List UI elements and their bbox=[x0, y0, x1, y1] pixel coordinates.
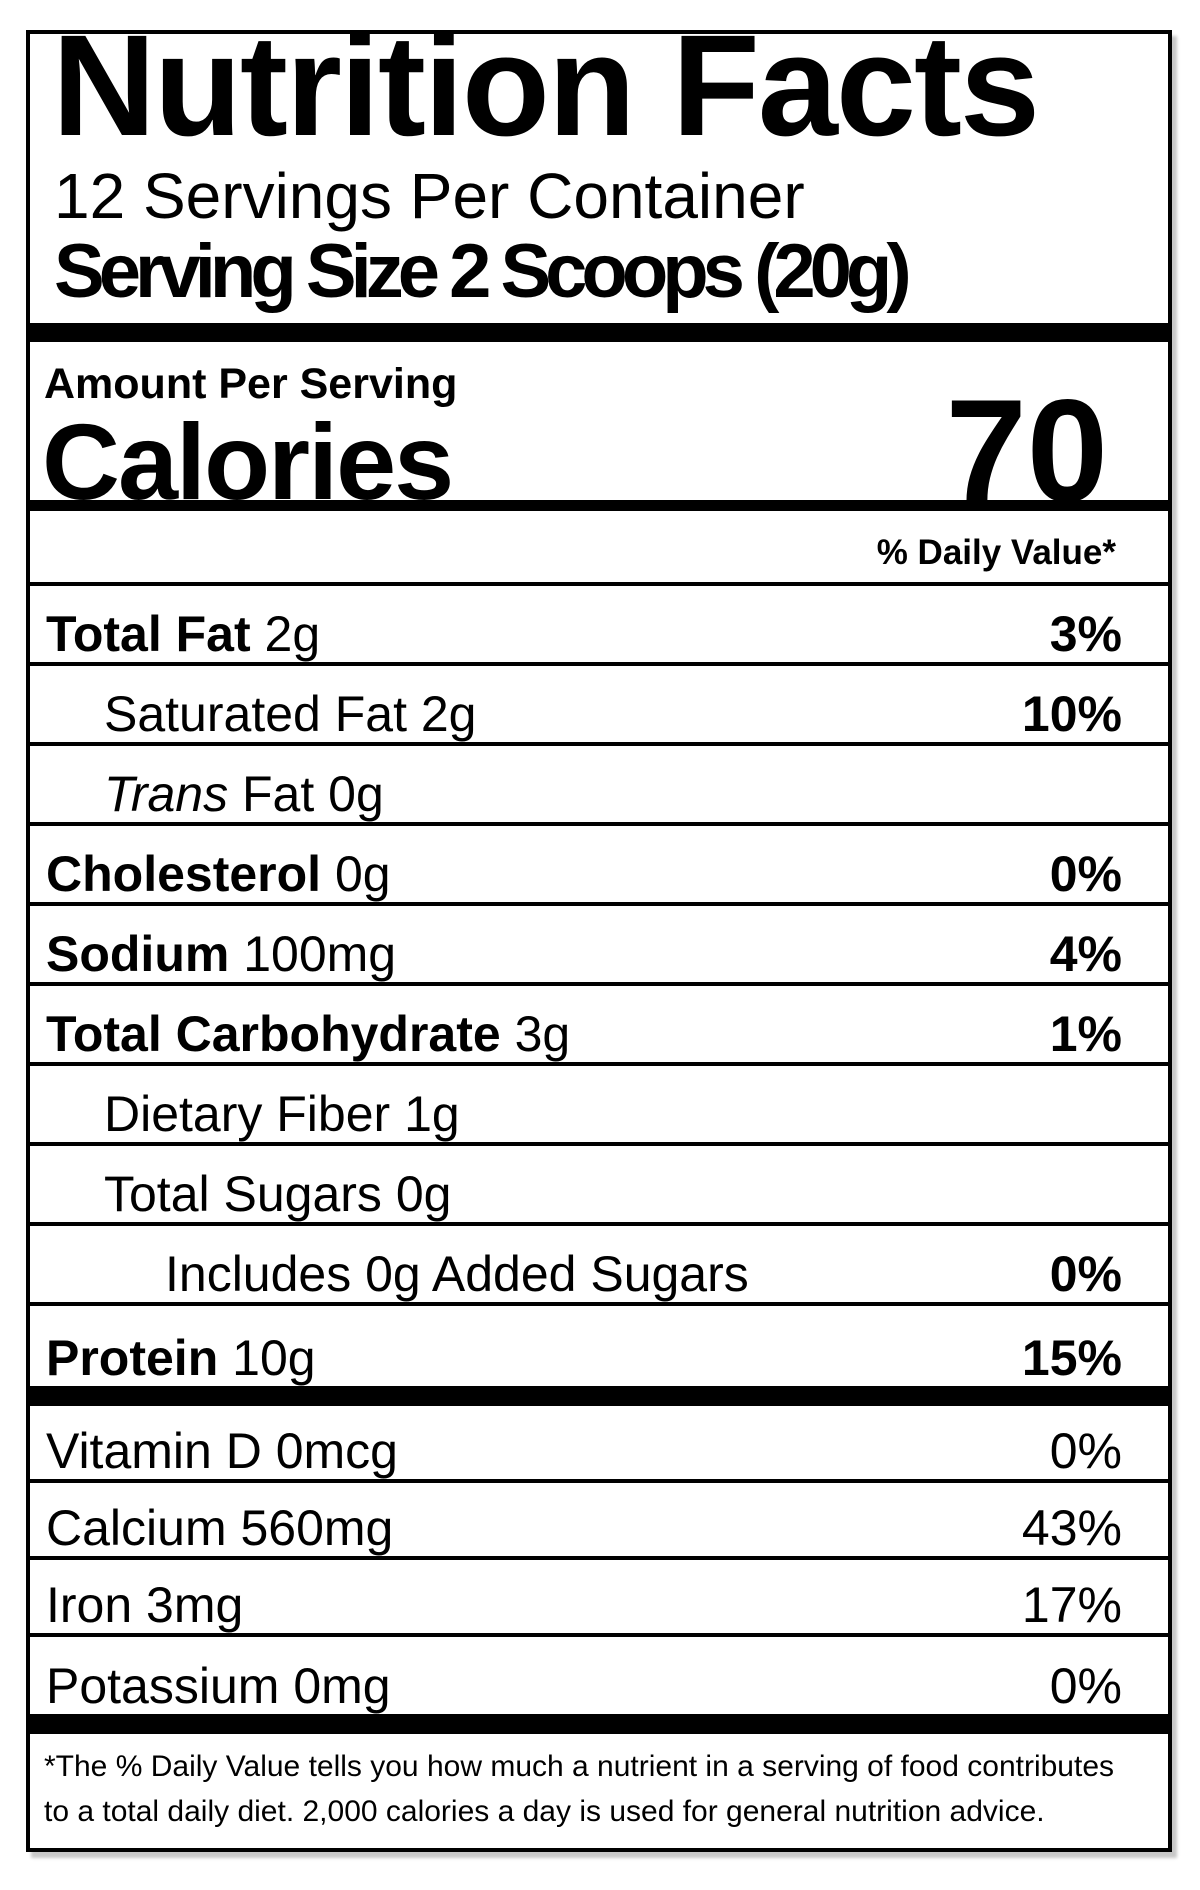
nutrient-name: Includes 0g Added Sugars bbox=[165, 1246, 749, 1302]
footnote-line-1: *The % Daily Value tells you how much a … bbox=[44, 1750, 1115, 1783]
nutrient-text: Protein 10g bbox=[46, 1333, 316, 1383]
serving-size: Serving Size 2 Scoops (20g) bbox=[54, 229, 912, 314]
nutrient-name: Dietary Fiber bbox=[104, 1086, 391, 1142]
nutrient-name: Sodium bbox=[46, 926, 230, 982]
footnote-line-2: to a total daily diet. 2,000 calories a … bbox=[44, 1795, 1045, 1828]
nutrient-text: Sodium 100mg bbox=[46, 929, 396, 979]
nutrient-row: Total Sugars 0g bbox=[30, 1146, 1168, 1226]
calories-value: 70 bbox=[945, 369, 1108, 532]
calories-section: Amount Per Serving Calories 70 bbox=[30, 342, 1168, 524]
daily-value-percent: 0% bbox=[1049, 846, 1122, 902]
servings-per-container: 12 Servings Per Container bbox=[54, 160, 805, 232]
nutrient-name: Total Carbohydrate bbox=[46, 1006, 501, 1062]
nutrient-row: Includes 0g Added Sugars 0% bbox=[30, 1226, 1168, 1306]
nutrient-name: Iron 3mg bbox=[46, 1577, 244, 1633]
nutrient-amount: 10g bbox=[232, 1330, 316, 1386]
nutrient-row: Cholesterol 0g 0% bbox=[30, 826, 1168, 906]
micronutrient-row: Iron 3mg 17% bbox=[30, 1560, 1168, 1637]
amount-per-serving-label: Amount Per Serving bbox=[44, 360, 458, 408]
thick-divider-bar bbox=[30, 323, 1168, 342]
thick-divider-bar bbox=[30, 1714, 1168, 1734]
nutrient-amount: 0g bbox=[334, 846, 391, 902]
daily-value-percent: 4% bbox=[1049, 926, 1122, 982]
nutrient-name: Potassium 0mg bbox=[46, 1658, 391, 1714]
nutrient-name: Trans bbox=[104, 766, 229, 822]
nutrient-row: Saturated Fat 2g 10% bbox=[30, 666, 1168, 746]
daily-value-percent: 1% bbox=[1049, 1006, 1122, 1062]
nutrient-amount: 2g bbox=[420, 686, 477, 742]
nutrient-name: Saturated Fat bbox=[104, 686, 407, 742]
nutrient-text: Vitamin D 0mcg bbox=[46, 1426, 398, 1476]
nutrient-text: Includes 0g Added Sugars bbox=[165, 1249, 749, 1299]
nutrient-amount: Fat 0g bbox=[242, 766, 384, 822]
micronutrient-row: Potassium 0mg 0% bbox=[30, 1637, 1168, 1714]
nutrient-row: Total Carbohydrate 3g 1% bbox=[30, 986, 1168, 1066]
nutrient-amount: 100mg bbox=[243, 926, 397, 982]
daily-value-percent: 43% bbox=[1021, 1500, 1122, 1556]
micronutrient-rows: Vitamin D 0mcg 0% Calcium 560mg 43% Iron 3mg… bbox=[30, 1406, 1168, 1714]
nutrient-amount: 1g bbox=[404, 1086, 460, 1142]
nutrient-text: Total Sugars 0g bbox=[104, 1169, 451, 1219]
nutrient-text: Total Fat 2g bbox=[46, 609, 320, 659]
nutrient-name: Calcium 560mg bbox=[46, 1500, 394, 1556]
thick-divider-bar bbox=[30, 1386, 1168, 1406]
nutrient-name: Cholesterol bbox=[46, 846, 322, 902]
nutrient-row: Sodium 100mg 4% bbox=[30, 906, 1168, 986]
nutrient-text: Total Carbohydrate 3g bbox=[46, 1009, 570, 1059]
nutrient-text: Trans Fat 0g bbox=[104, 769, 384, 819]
calories-label: Calories bbox=[42, 401, 454, 522]
nutrient-name: Protein bbox=[46, 1330, 219, 1386]
daily-value-header: % Daily Value* bbox=[876, 533, 1116, 572]
nutrient-text: Iron 3mg bbox=[46, 1580, 243, 1630]
footnote: *The % Daily Value tells you how much a … bbox=[30, 1734, 1168, 1834]
daily-value-percent: 0% bbox=[1049, 1246, 1122, 1302]
micronutrient-row: Vitamin D 0mcg 0% bbox=[30, 1406, 1168, 1483]
nutrition-facts-label: Nutrition Facts 12 Servings Per Containe… bbox=[26, 14, 1172, 1852]
nutrient-row: Dietary Fiber 1g bbox=[30, 1066, 1168, 1146]
nutrient-text: Cholesterol 0g bbox=[46, 849, 391, 899]
medium-divider-bar bbox=[30, 500, 1168, 511]
micronutrient-row: Calcium 560mg 43% bbox=[30, 1483, 1168, 1560]
nutrient-row: Trans Fat 0g bbox=[30, 746, 1168, 826]
nutrient-rows: Total Fat 2g 3% Saturated Fat 2g 10% Trans F… bbox=[30, 582, 1168, 1386]
nutrient-row: Total Fat 2g 3% bbox=[30, 586, 1168, 666]
nutrient-text: Saturated Fat 2g bbox=[104, 689, 477, 739]
nutrient-name: Total Sugars bbox=[104, 1166, 382, 1222]
label-title: Nutrition Facts bbox=[52, 5, 1040, 166]
nutrient-amount: 3g bbox=[514, 1006, 571, 1062]
daily-value-percent: 10% bbox=[1021, 686, 1122, 742]
daily-value-percent: 15% bbox=[1021, 1330, 1122, 1386]
nutrient-amount: 2g bbox=[264, 606, 321, 662]
daily-value-percent: 3% bbox=[1049, 606, 1122, 662]
daily-value-percent: 17% bbox=[1021, 1577, 1122, 1633]
daily-value-percent: 0% bbox=[1049, 1658, 1122, 1714]
nutrient-row: Protein 10g 15% bbox=[30, 1306, 1168, 1386]
nutrient-name: Total Fat bbox=[46, 606, 251, 662]
nutrient-name: Vitamin D 0mcg bbox=[46, 1423, 398, 1479]
nutrient-text: Calcium 560mg bbox=[46, 1503, 393, 1553]
nutrient-text: Potassium 0mg bbox=[46, 1661, 391, 1711]
nutrient-amount: 0g bbox=[395, 1166, 452, 1222]
nutrient-text: Dietary Fiber 1g bbox=[104, 1089, 460, 1139]
daily-value-percent: 0% bbox=[1049, 1423, 1122, 1479]
